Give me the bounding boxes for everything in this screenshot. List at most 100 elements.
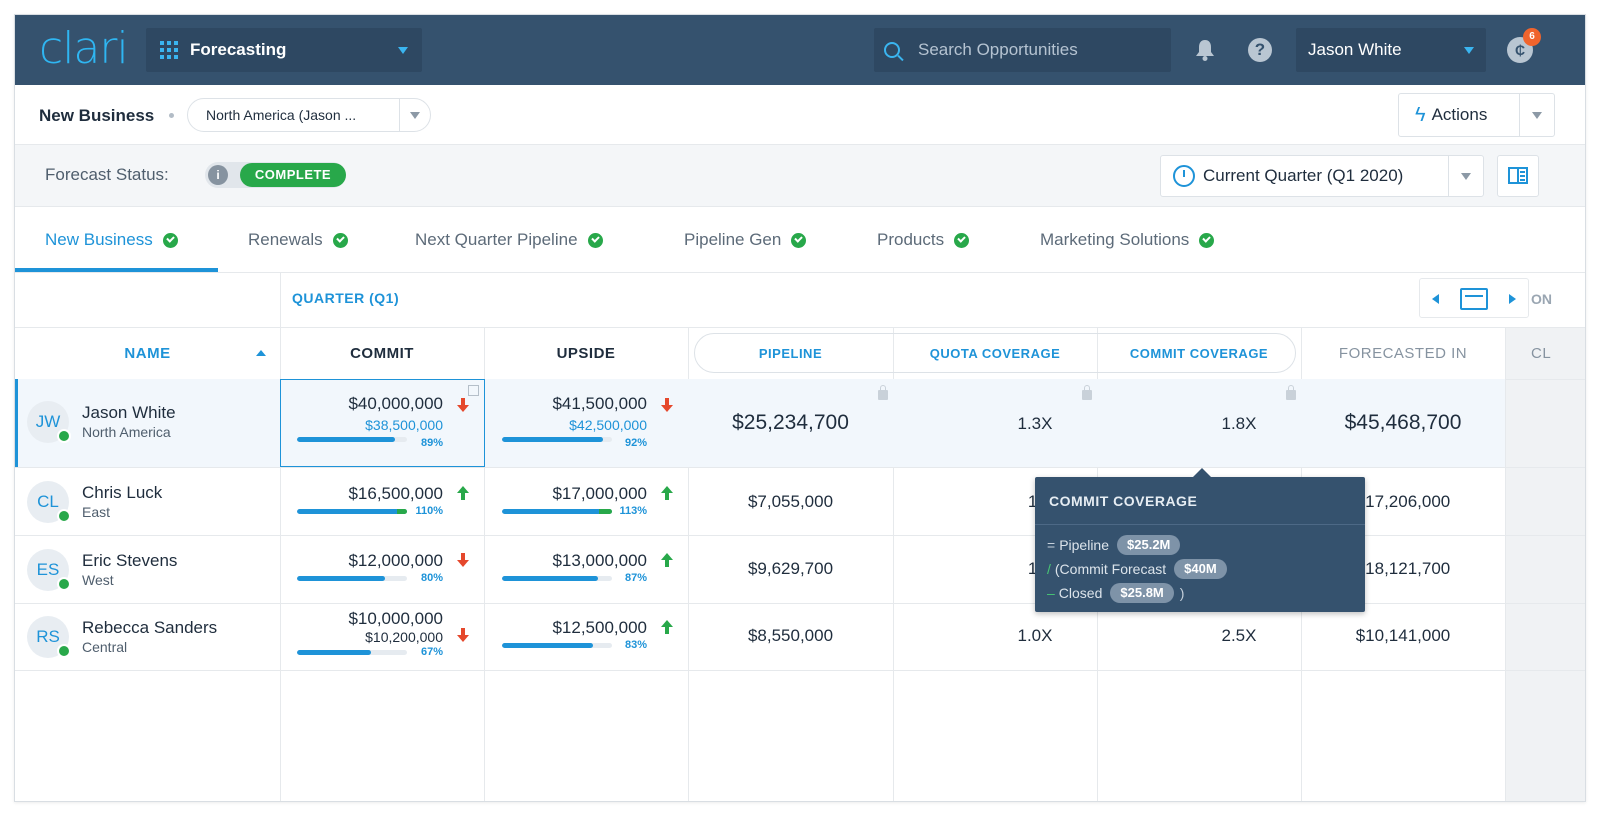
arrow-down-icon bbox=[457, 628, 469, 642]
tab-label: New Business bbox=[45, 230, 153, 249]
tab-label: Products bbox=[877, 230, 945, 249]
forecast-status-label: Forecast Status: bbox=[45, 165, 169, 184]
upside-progress-bar bbox=[502, 509, 612, 514]
notification-badge: 6 bbox=[1523, 28, 1541, 46]
column-header-commit-coverage[interactable]: COMMIT COVERAGE bbox=[1129, 345, 1269, 361]
column-header-truncated[interactable]: CL bbox=[1531, 344, 1552, 362]
column-header-label: NAME bbox=[124, 344, 171, 362]
tooltip-value-chip: $40M bbox=[1174, 559, 1227, 579]
calendar-icon[interactable] bbox=[1460, 288, 1488, 310]
rep-name[interactable]: Eric Stevens bbox=[82, 551, 178, 570]
search-icon bbox=[884, 42, 900, 58]
rep-name[interactable]: Chris Luck bbox=[82, 483, 163, 502]
edit-icon[interactable] bbox=[468, 385, 479, 396]
tab-products[interactable]: Products bbox=[877, 230, 970, 250]
upside-percent: 92% bbox=[624, 437, 647, 449]
overflow-column bbox=[1505, 327, 1585, 801]
column-header-name[interactable]: NAME bbox=[15, 327, 280, 379]
tooltip-value-chip: $25.2M bbox=[1117, 535, 1181, 555]
rep-region: North America bbox=[82, 424, 171, 440]
column-header-forecasted-in[interactable]: FORECASTED IN bbox=[1338, 344, 1468, 362]
upside-progress-bar bbox=[502, 576, 612, 581]
pipeline-value: $9,629,700 bbox=[747, 559, 834, 578]
forecasted-in-value: $18,121,700 bbox=[1355, 559, 1451, 578]
next-period-icon[interactable] bbox=[1509, 294, 1516, 304]
tooltip-operator: = bbox=[1047, 537, 1056, 553]
bell-icon[interactable] bbox=[1195, 39, 1215, 61]
lock-icon bbox=[878, 385, 888, 400]
column-header-commit[interactable]: COMMIT bbox=[350, 344, 414, 362]
forecasted-in-value: $17,206,000 bbox=[1355, 492, 1451, 511]
sort-ascending-icon bbox=[256, 350, 266, 356]
upside-value[interactable]: $17,000,000 bbox=[552, 484, 647, 503]
bolt-icon: ϟ bbox=[1415, 103, 1426, 126]
table-row[interactable] bbox=[15, 379, 1505, 467]
search-input[interactable] bbox=[918, 40, 1158, 60]
lock-icon bbox=[1286, 385, 1296, 400]
actions-button[interactable]: ϟ Actions bbox=[1398, 93, 1555, 137]
commit-coverage-tooltip: COMMIT COVERAGE = Pipeline $25.2M / (Com… bbox=[1035, 468, 1365, 612]
tooltip-value-chip: $25.8M bbox=[1110, 583, 1174, 603]
app-window: clari Forecasting ? Jason White ₵ 6 New … bbox=[14, 14, 1586, 802]
rep-region: East bbox=[82, 504, 111, 520]
commit-progress-bar bbox=[297, 437, 407, 442]
pipeline-value: $8,550,000 bbox=[747, 626, 834, 645]
upside-percent: 87% bbox=[624, 572, 647, 584]
info-icon[interactable]: i bbox=[208, 165, 228, 185]
check-circle-icon bbox=[1199, 232, 1215, 248]
arrow-down-icon bbox=[457, 398, 469, 412]
region-select[interactable]: North America (Jason ... bbox=[187, 98, 431, 132]
upside-value[interactable]: $41,500,000 bbox=[552, 394, 647, 413]
upside-progress-bar bbox=[502, 437, 612, 442]
app-switcher-label: Forecasting bbox=[190, 40, 287, 59]
user-menu[interactable]: Jason White bbox=[1296, 28, 1486, 72]
tooltip-line-closed: – Closed $25.8M ) bbox=[1047, 583, 1184, 603]
tab-renewals[interactable]: Renewals bbox=[248, 230, 348, 250]
column-header-pipeline[interactable]: PIPELINE bbox=[758, 345, 823, 361]
commit-coverage-value[interactable]: 1.8X bbox=[1221, 414, 1257, 433]
tooltip-label: Pipeline bbox=[1059, 537, 1110, 553]
upside-progress-bar bbox=[502, 643, 612, 648]
rep-name[interactable]: Rebecca Sanders bbox=[82, 618, 218, 637]
top-nav: clari Forecasting ? Jason White ₵ 6 bbox=[15, 15, 1585, 85]
page-title: New Business bbox=[39, 106, 155, 125]
chevron-down-icon[interactable] bbox=[1532, 112, 1542, 119]
upside-value[interactable]: $13,000,000 bbox=[552, 551, 647, 570]
tab-pipeline-gen[interactable]: Pipeline Gen bbox=[684, 230, 807, 250]
period-select[interactable]: Current Quarter (Q1 2020) bbox=[1160, 155, 1484, 197]
chevron-down-icon bbox=[410, 112, 420, 119]
arrow-up-icon bbox=[661, 553, 673, 567]
upside-percent: 83% bbox=[624, 639, 647, 651]
commit-value[interactable]: $16,500,000 bbox=[348, 484, 443, 503]
app-switcher[interactable]: Forecasting bbox=[146, 28, 422, 72]
status-badge: COMPLETE bbox=[240, 163, 346, 187]
commit-value[interactable]: $10,000,000 bbox=[348, 609, 443, 628]
user-name: Jason White bbox=[1308, 40, 1402, 59]
forecast-grid: QUARTER (Q1) ON NAME COMMIT UPSIDE PIPEL… bbox=[15, 273, 1585, 801]
arrow-down-icon bbox=[457, 553, 469, 567]
column-header-quota-coverage[interactable]: QUOTA COVERAGE bbox=[929, 345, 1061, 361]
pipeline-value: $7,055,000 bbox=[747, 492, 834, 511]
tab-next-quarter-pipeline[interactable]: Next Quarter Pipeline bbox=[415, 230, 603, 250]
tooltip-line-commit-forecast: / (Commit Forecast $40M bbox=[1047, 559, 1227, 579]
help-icon[interactable]: ? bbox=[1248, 38, 1272, 62]
tab-label: Next Quarter Pipeline bbox=[415, 230, 578, 249]
previous-period-icon[interactable] bbox=[1432, 294, 1439, 304]
upside-value[interactable]: $12,500,000 bbox=[552, 618, 647, 637]
tab-label: Pipeline Gen bbox=[684, 230, 782, 249]
tab-new-business[interactable]: New Business bbox=[45, 230, 178, 250]
commit-cell-focused[interactable] bbox=[280, 379, 485, 467]
check-circle-icon bbox=[57, 509, 71, 523]
tooltip-line-pipeline: = Pipeline $25.2M bbox=[1047, 535, 1181, 555]
tab-marketing-solutions[interactable]: Marketing Solutions bbox=[1040, 230, 1215, 250]
layout-toggle-button[interactable] bbox=[1497, 155, 1539, 197]
separator-dot bbox=[169, 113, 174, 118]
clari-logo[interactable]: clari bbox=[39, 23, 129, 74]
search-box[interactable] bbox=[874, 28, 1171, 72]
rep-name[interactable]: Jason White bbox=[82, 403, 176, 422]
commit-coverage-value: 2.5X bbox=[1221, 626, 1257, 645]
commit-value[interactable]: $12,000,000 bbox=[348, 551, 443, 570]
tooltip-close-paren: ) bbox=[1179, 585, 1185, 601]
column-header-upside[interactable]: UPSIDE bbox=[556, 344, 616, 362]
arrow-down-icon bbox=[661, 398, 673, 412]
